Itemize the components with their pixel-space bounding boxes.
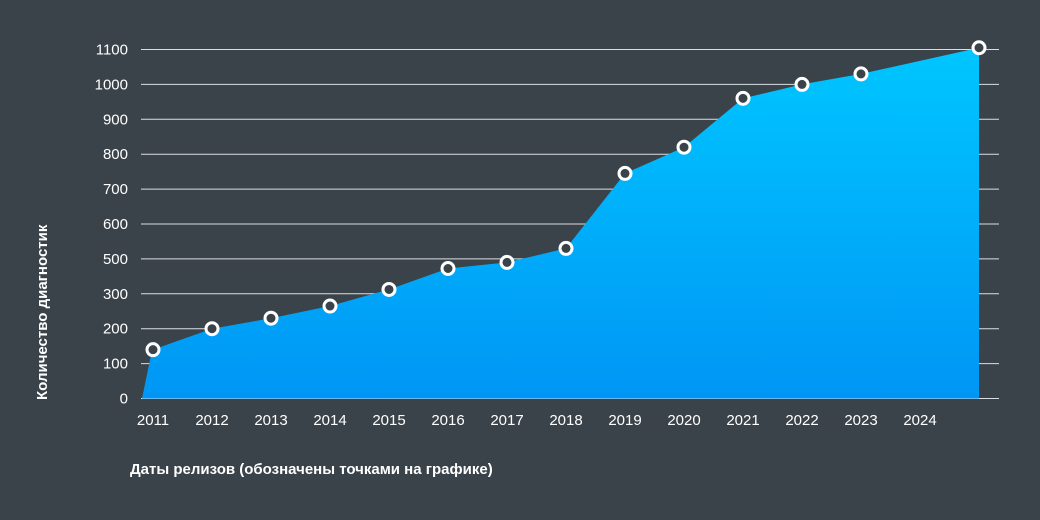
y-tick-label: 200 — [103, 321, 128, 338]
y-tick-label: 600 — [103, 216, 128, 233]
y-tick-label: 800 — [103, 146, 128, 163]
release-point — [735, 90, 751, 106]
x-tick-label: 2020 — [667, 412, 700, 429]
y-tick-label: 500 — [103, 251, 128, 268]
y-tick-label: 900 — [103, 111, 128, 128]
y-tick-label: 0 — [120, 391, 128, 408]
release-markers — [145, 40, 987, 358]
y-tick-label: 100 — [103, 356, 128, 373]
x-tick-label: 2017 — [490, 412, 523, 429]
release-point — [499, 254, 515, 270]
release-point — [853, 66, 869, 82]
x-axis-title: Даты релизов (обозначены точками на граф… — [130, 461, 493, 478]
y-axis-ticks: 0 100 200 300 500 600 700 800 900 1000 1100 — [95, 42, 128, 408]
x-tick-label: 2014 — [313, 412, 346, 429]
x-tick-label: 2018 — [549, 412, 582, 429]
y-tick-label: 300 — [103, 286, 128, 303]
x-tick-label: 2021 — [726, 412, 759, 429]
y-axis-title: Количество диагностик — [34, 224, 51, 400]
release-point — [676, 139, 692, 155]
y-tick-label: 1100 — [96, 42, 128, 59]
x-tick-label: 2012 — [195, 412, 228, 429]
x-tick-label: 2011 — [137, 412, 169, 429]
y-tick-label: 1000 — [95, 76, 128, 93]
release-point — [794, 76, 810, 92]
area-series — [142, 47, 979, 399]
x-tick-label: 2019 — [608, 412, 641, 429]
release-point — [558, 240, 574, 256]
release-point — [440, 260, 456, 276]
release-point — [381, 281, 397, 297]
x-tick-label: 2016 — [431, 412, 464, 429]
release-point — [263, 310, 279, 326]
release-point — [204, 321, 220, 337]
x-tick-label: 2013 — [254, 412, 287, 429]
release-point — [145, 342, 161, 358]
x-tick-label: 2023 — [844, 412, 877, 429]
x-tick-label: 2022 — [785, 412, 818, 429]
release-point — [322, 298, 338, 314]
x-tick-label: 2015 — [372, 412, 405, 429]
release-point — [617, 165, 633, 181]
x-axis-ticks: 2011 2012 2013 2014 2015 2016 2017 2018 2019 2020… — [137, 412, 937, 429]
x-tick-label: 2024 — [903, 412, 936, 429]
release-point — [971, 40, 987, 56]
y-tick-label: 700 — [103, 181, 128, 198]
